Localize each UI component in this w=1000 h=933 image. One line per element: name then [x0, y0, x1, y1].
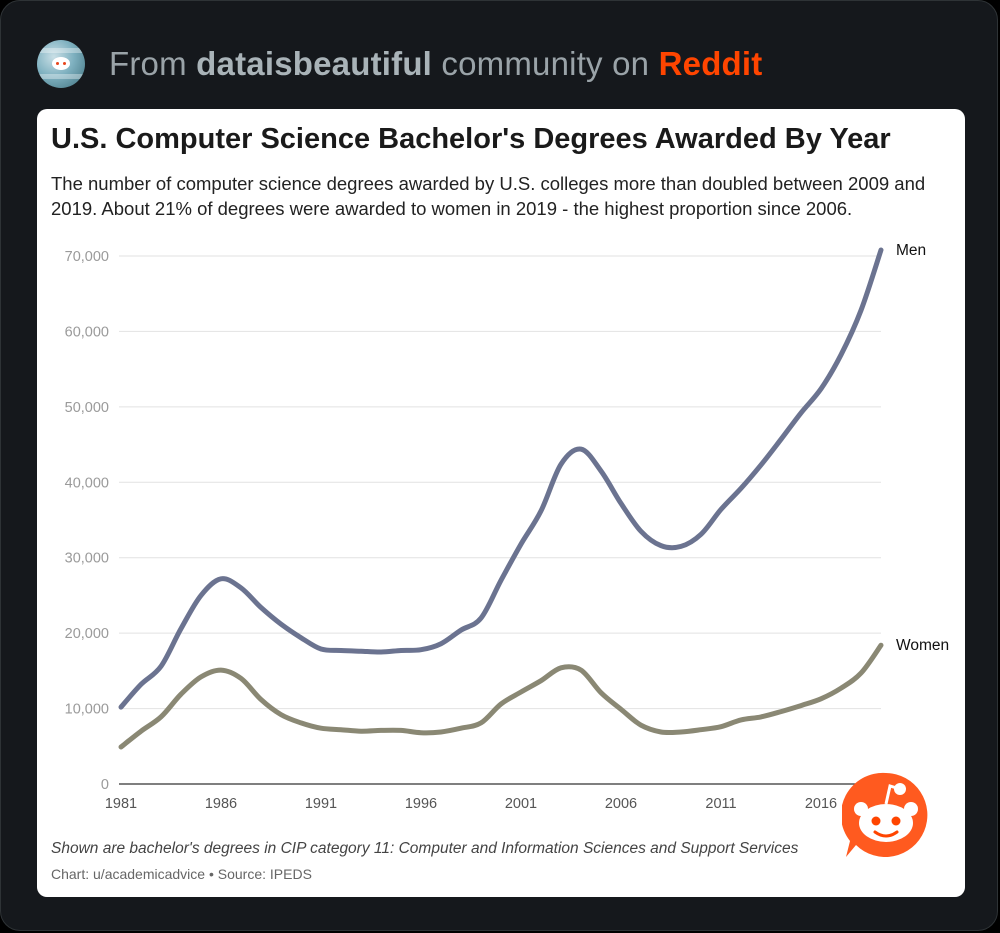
x-tick-label: 1991	[305, 796, 337, 812]
snoo-eye	[63, 62, 66, 65]
chart-credit: Chart: u/academicadvice • Source: IPEDS	[51, 866, 312, 882]
y-tick-label: 30,000	[65, 551, 109, 567]
y-tick-label: 10,000	[65, 702, 109, 718]
x-tick-label: 1986	[205, 796, 237, 812]
chart-note: Shown are bachelor's degrees in CIP cate…	[51, 840, 799, 857]
avatar-stripe	[37, 74, 85, 79]
y-tick-label: 70,000	[65, 249, 109, 265]
source-line: From dataisbeautiful community on Reddit	[109, 45, 762, 83]
x-tick-label: 1981	[105, 796, 137, 812]
y-tick-label: 40,000	[65, 475, 109, 491]
y-tick-label: 0	[101, 777, 109, 793]
community-name[interactable]: dataisbeautiful	[196, 45, 433, 82]
snoo-eye	[56, 62, 59, 65]
header-prefix: From	[109, 45, 187, 82]
brand-name[interactable]: Reddit	[658, 45, 763, 82]
header-middle: community on	[441, 45, 650, 82]
avatar-stripe	[37, 48, 85, 53]
x-tick-label: 2001	[505, 796, 537, 812]
chart-subtitle: The number of computer science degrees a…	[51, 173, 926, 219]
series-label-women: Women	[896, 637, 949, 654]
reddit-logo-icon[interactable]	[842, 771, 930, 859]
series-line-men	[118, 247, 884, 710]
chart-card: U.S. Computer Science Bachelor's Degrees…	[37, 109, 965, 897]
series-line-women	[118, 642, 884, 750]
x-tick-label: 2006	[605, 796, 637, 812]
line-chart: 0 10,000 20,000 30,000 40,000 50,000 60,000 70,…	[65, 242, 949, 812]
y-tick-label: 60,000	[65, 324, 109, 340]
x-tick-label: 2016	[805, 796, 837, 812]
snoo-face-icon	[52, 57, 70, 70]
y-tick-label: 50,000	[65, 400, 109, 416]
x-tick-label: 1996	[405, 796, 437, 812]
x-tick-label: 2011	[705, 796, 736, 812]
series-label-men: Men	[896, 242, 926, 259]
chart-title: U.S. Computer Science Bachelor's Degrees…	[51, 123, 891, 155]
y-tick-label: 20,000	[65, 626, 109, 642]
post-header: From dataisbeautiful community on Reddit	[37, 39, 762, 89]
subreddit-avatar[interactable]	[37, 40, 85, 88]
